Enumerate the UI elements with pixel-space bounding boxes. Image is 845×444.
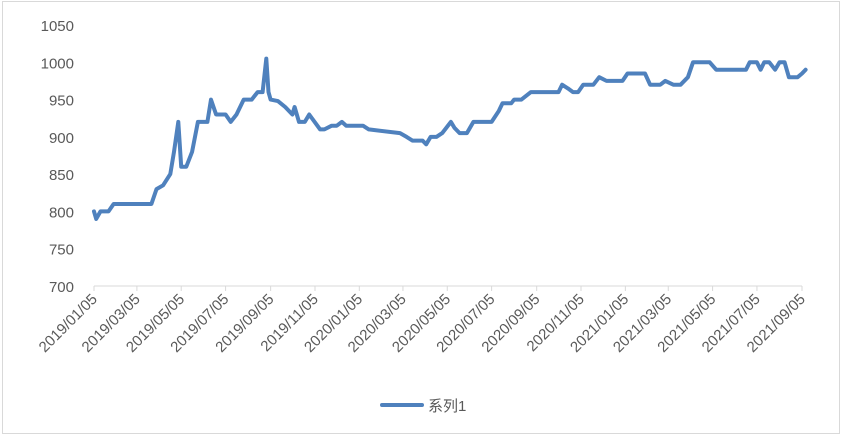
y-tick-label: 800	[49, 204, 74, 221]
y-axis: 700 750 800 850 900 950 1000 1050	[41, 18, 74, 296]
legend: 系列1	[380, 398, 466, 415]
y-tick-label: 700	[49, 279, 74, 296]
y-tick-label: 950	[49, 93, 74, 110]
y-tick-label: 900	[49, 130, 74, 147]
legend-label: 系列1	[428, 398, 466, 415]
chart-border	[2, 1, 840, 434]
plot-area	[92, 56, 808, 221]
y-tick-label: 1000	[41, 55, 74, 72]
y-tick-label: 1050	[41, 18, 74, 35]
y-tick-label: 750	[49, 242, 74, 259]
series-line	[92, 56, 808, 221]
y-tick-label: 850	[49, 167, 74, 184]
